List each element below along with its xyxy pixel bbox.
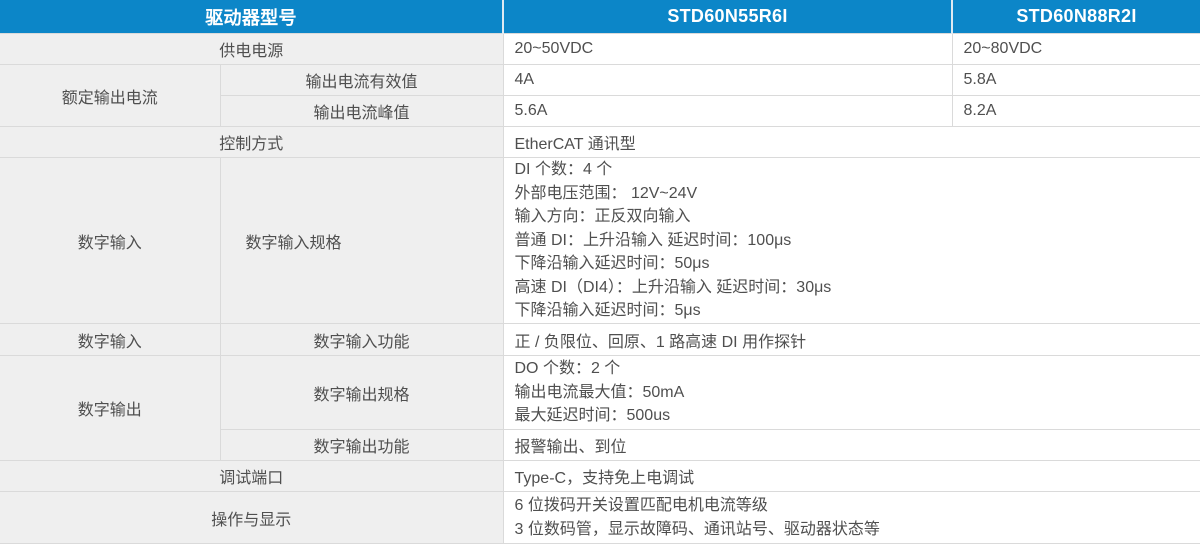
rated-group-label: 额定输出电流 [0,64,221,127]
debug-port-label: 调试端口 [0,460,504,492]
rated-rms-row: 额定输出电流 输出电流有效值 4A 5.8A [0,64,1200,127]
display-value: 6 位拨码开关设置匹配电机电流等级 3 位数码管，显示故障码、通讯站号、驱动器状… [502,491,1200,544]
control-label: 控制方式 [0,126,504,158]
rms-label: 输出电流有效值 [219,64,504,96]
model-1-header: STD60N55R6I [502,0,952,34]
di-spec-value: DI 个数：4 个 外部电压范围： 12V~24V 输入方向：正反双向输入 普通… [502,157,1200,324]
di-func-value: 正 / 负限位、回原、1 路高速 DI 用作探针 [502,323,1200,356]
rms-value-1: 4A [502,64,953,96]
di-spec-line: 下降沿输入延迟时间：5μs [514,302,701,320]
di-spec-row: 数字输入 数字输入规格 DI 个数：4 个 外部电压范围： 12V~24V 输入… [0,157,1200,324]
do-spec-line: 最大延迟时间：500us [514,407,671,425]
di-spec-line: 高速 DI（DI4）：上升沿输入 延迟时间：30μs [514,278,832,296]
di-func-label: 数字输入功能 [219,323,504,356]
do-spec-row: 数字输出 数字输出规格 DO 个数：2 个 输出电流最大值：50mA 最大延迟时… [0,355,1200,461]
di-spec-line: 下降沿输入延迟时间：50μs [514,255,710,273]
power-row: 供电电源 20~50VDC 20~80VDC [0,33,1200,65]
do-group-label: 数字输出 [0,355,221,461]
do-spec-line: 输出电流最大值：50mA [514,383,685,401]
do-func-label: 数字输出功能 [220,429,504,461]
di-spec-line: 输入方向：正反双向输入 [514,208,691,226]
driver-model-header: 驱动器型号 [0,0,503,34]
peak-label: 输出电流峰值 [220,95,504,127]
control-value: EtherCAT 通讯型 [502,126,1200,158]
display-line: 3 位数码管，显示故障码、通讯站号、驱动器状态等 [514,520,880,538]
do-spec-label: 数字输出规格 [219,355,504,430]
power-label: 供电电源 [0,33,504,65]
power-value-1: 20~50VDC [502,33,953,65]
power-value-2: 20~80VDC [951,33,1200,65]
di-spec-line: 外部电压范围： 12V~24V [514,184,698,202]
rms-value-2: 5.8A [951,64,1200,96]
di-spec-group-label: 数字输入 [0,157,221,324]
display-label: 操作与显示 [0,491,504,544]
di-func-row: 数字输入 数字输入功能 正 / 负限位、回原、1 路高速 DI 用作探针 [0,323,1200,356]
model-2-header: STD60N88R2I [951,0,1200,34]
di-spec-line: 普通 DI：上升沿输入 延迟时间：100μs [514,231,792,249]
do-spec-line: DO 个数：2 个 [514,360,621,378]
control-row: 控制方式 EtherCAT 通讯型 [0,126,1200,158]
do-spec-value: DO 个数：2 个 输出电流最大值：50mA 最大延迟时间：500us [502,355,1200,430]
di-spec-label: 数字输入规格 [219,157,504,324]
debug-port-row: 调试端口 Type-C，支持免上电调试 [0,460,1200,492]
di-spec-line: DI 个数：4 个 [514,161,613,179]
peak-value-1: 5.6A [502,95,953,127]
display-row: 操作与显示 6 位拨码开关设置匹配电机电流等级 3 位数码管，显示故障码、通讯站… [0,491,1200,544]
do-func-row: 数字输出功能 报警输出、到位 [0,429,1200,461]
di-func-group-label: 数字输入 [0,323,221,356]
peak-value-2: 8.2A [951,95,1200,127]
display-line: 6 位拨码开关设置匹配电机电流等级 [514,497,768,514]
do-func-value: 报警输出、到位 [502,429,1200,461]
debug-port-value: Type-C，支持免上电调试 [502,460,1200,492]
header-row: 驱动器型号 STD60N55R6I STD60N88R2I [0,0,1200,34]
